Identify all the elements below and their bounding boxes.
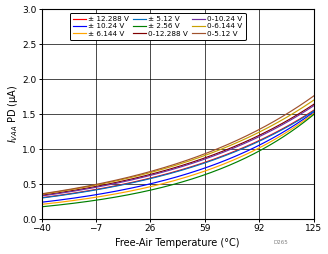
± 6.144 V xyxy=(56,201,60,204)
± 10.24 V xyxy=(312,110,316,114)
Line: 0-10.24 V: 0-10.24 V xyxy=(42,106,314,196)
0-10.24 V xyxy=(112,182,116,185)
± 2.56 V xyxy=(289,130,293,133)
Line: ± 2.56 V: ± 2.56 V xyxy=(42,114,314,207)
± 12.288 V xyxy=(40,196,44,199)
± 5.12 V xyxy=(298,118,302,121)
± 12.288 V xyxy=(51,195,54,198)
0-5.12 V xyxy=(298,104,302,107)
Line: 0-6.144 V: 0-6.144 V xyxy=(42,100,314,194)
± 2.56 V xyxy=(312,113,316,116)
0-10.24 V xyxy=(289,119,293,122)
0-6.144 V xyxy=(289,114,293,117)
± 2.56 V xyxy=(298,123,302,126)
± 5.12 V xyxy=(312,109,316,113)
± 2.56 V xyxy=(112,196,116,199)
0-10.24 V xyxy=(40,194,44,197)
± 6.144 V xyxy=(51,202,54,205)
0-6.144 V xyxy=(51,191,54,194)
± 12.288 V xyxy=(112,185,116,188)
0-6.144 V xyxy=(112,180,116,183)
± 10.24 V xyxy=(298,120,302,123)
Line: ± 6.144 V: ± 6.144 V xyxy=(42,113,314,204)
0-12.288 V xyxy=(90,186,94,189)
0-6.144 V xyxy=(312,99,316,102)
0-6.144 V xyxy=(40,193,44,196)
0-5.12 V xyxy=(112,179,116,182)
0-12.288 V xyxy=(298,112,302,115)
0-5.12 V xyxy=(289,110,293,113)
0-10.24 V xyxy=(56,192,60,195)
± 2.56 V xyxy=(51,204,54,207)
± 10.24 V xyxy=(40,201,44,204)
Line: 0-12.288 V: 0-12.288 V xyxy=(42,104,314,195)
± 6.144 V xyxy=(40,203,44,206)
0-5.12 V xyxy=(51,191,54,194)
Line: ± 12.288 V: ± 12.288 V xyxy=(42,110,314,198)
± 12.288 V xyxy=(90,189,94,192)
0-12.288 V xyxy=(40,194,44,197)
Text: D265: D265 xyxy=(274,240,289,245)
0-12.288 V xyxy=(56,191,60,194)
± 12.288 V xyxy=(298,117,302,120)
Line: 0-5.12 V: 0-5.12 V xyxy=(42,96,314,194)
0-12.288 V xyxy=(51,192,54,195)
± 6.144 V xyxy=(112,193,116,196)
Line: ± 5.12 V: ± 5.12 V xyxy=(42,111,314,198)
± 10.24 V xyxy=(90,194,94,197)
± 6.144 V xyxy=(298,122,302,125)
0-5.12 V xyxy=(312,94,316,97)
± 6.144 V xyxy=(312,112,316,115)
0-10.24 V xyxy=(298,113,302,116)
± 10.24 V xyxy=(112,190,116,193)
± 6.144 V xyxy=(289,128,293,131)
X-axis label: Free-Air Temperature (°C): Free-Air Temperature (°C) xyxy=(115,239,240,248)
0-6.144 V xyxy=(56,190,60,193)
± 2.56 V xyxy=(40,205,44,208)
± 12.288 V xyxy=(312,109,316,112)
0-10.24 V xyxy=(312,104,316,107)
± 5.12 V xyxy=(51,195,54,198)
0-10.24 V xyxy=(51,193,54,196)
± 5.12 V xyxy=(40,197,44,200)
± 5.12 V xyxy=(112,185,116,188)
± 2.56 V xyxy=(90,199,94,202)
± 5.12 V xyxy=(289,123,293,126)
± 5.12 V xyxy=(90,189,94,192)
± 10.24 V xyxy=(56,199,60,202)
0-12.288 V xyxy=(112,181,116,184)
± 5.12 V xyxy=(56,194,60,197)
± 6.144 V xyxy=(90,196,94,199)
Legend: ± 12.288 V, ± 10.24 V, ± 6.144 V, ± 5.12 V, ± 2.56 V, 0-12.288 V, 0-10.24 V, 0-6: ± 12.288 V, ± 10.24 V, ± 6.144 V, ± 5.12… xyxy=(70,13,246,40)
Y-axis label: $I_{VAA}$ PD (μA): $I_{VAA}$ PD (μA) xyxy=(6,85,20,143)
± 2.56 V xyxy=(56,203,60,207)
± 10.24 V xyxy=(289,126,293,129)
0-10.24 V xyxy=(90,186,94,189)
± 12.288 V xyxy=(289,123,293,126)
0-6.144 V xyxy=(298,107,302,110)
± 12.288 V xyxy=(56,194,60,197)
0-5.12 V xyxy=(40,192,44,195)
0-6.144 V xyxy=(90,184,94,187)
0-12.288 V xyxy=(312,103,316,106)
0-5.12 V xyxy=(56,190,60,193)
0-12.288 V xyxy=(289,117,293,120)
± 10.24 V xyxy=(51,199,54,202)
0-5.12 V xyxy=(90,184,94,187)
Line: ± 10.24 V: ± 10.24 V xyxy=(42,112,314,202)
